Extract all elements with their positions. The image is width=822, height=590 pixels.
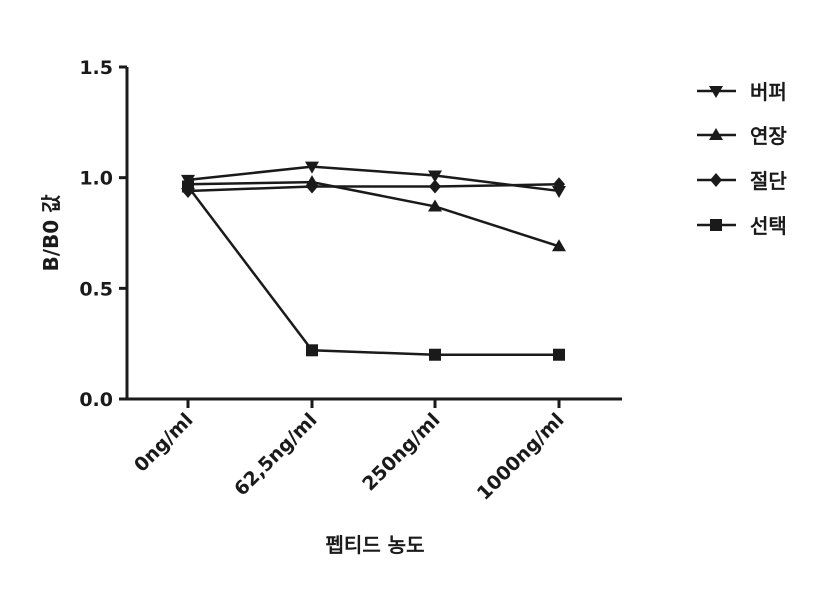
series-1 [181,162,566,198]
data-point [429,349,441,361]
legend-entry: 버퍼 [697,80,787,104]
series-line [188,187,559,355]
data-point [182,181,194,193]
y-tick-label: 0.0 [79,389,113,411]
y-tick-label: 1.5 [79,57,113,79]
x-tick-label: 0ng/ml [130,409,198,477]
axes: 0.0 0.5 1.0 1.5 0ng/ml 62,5ng/ml 250ng/ml 1000n… [39,57,622,557]
legend-marker [710,219,722,231]
x-tick-label: 62,5ng/ml [230,409,321,500]
x-tick-label: 1000ng/ml [473,409,569,505]
series-line [188,182,559,246]
data-point [429,180,441,194]
x-tick-label: 250ng/ml [358,409,444,495]
legend-label: 버퍼 [750,80,787,104]
x-axis-title: 펩티드 농도 [326,533,425,557]
series-4 [182,181,565,361]
legend-label: 절단 [750,169,787,193]
legend-entry: 연장 [697,124,787,148]
data-point [553,349,565,361]
legend-marker [710,173,722,187]
data-point [306,344,318,356]
y-tick-label: 1.0 [79,168,113,190]
legend-entry: 절단 [697,169,787,193]
y-tick-label: 0.5 [79,278,113,300]
legend: 버퍼연장절단선택 [697,80,787,238]
y-axis-title: B/B0 값 [39,194,63,272]
series-line [188,184,559,191]
legend-label: 선택 [750,214,787,238]
series-layer [181,162,566,361]
legend-entry: 선택 [697,214,787,238]
legend-label: 연장 [750,124,787,148]
